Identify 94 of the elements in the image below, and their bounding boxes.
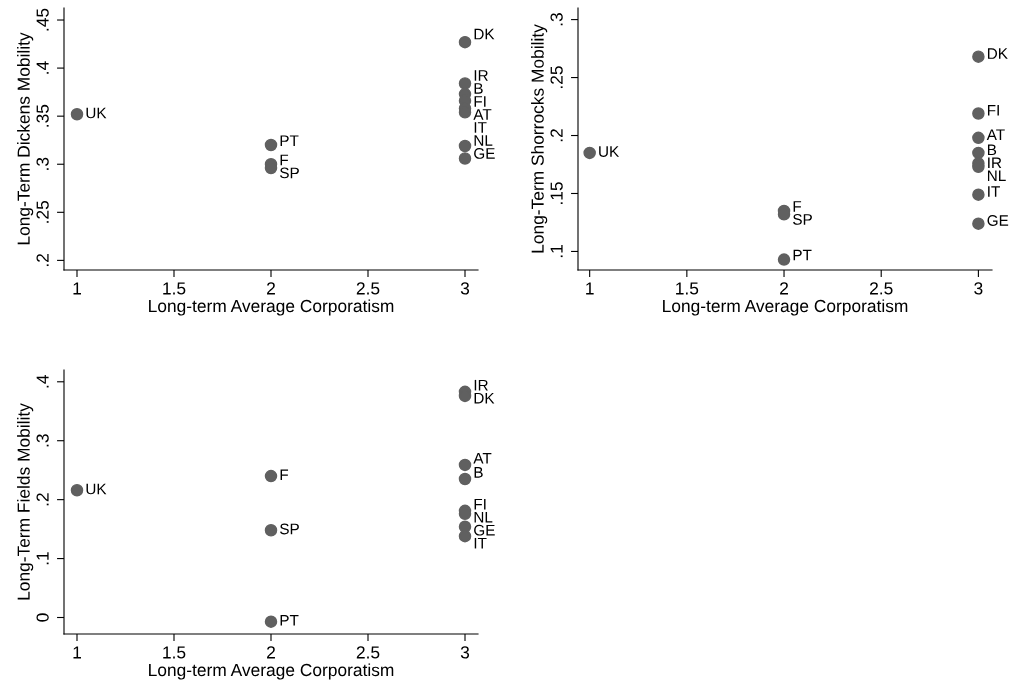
y-tick-label: 0 <box>36 613 49 622</box>
x-tick-label: 2 <box>780 282 788 295</box>
point <box>972 146 985 160</box>
annotation: PT <box>280 615 299 626</box>
x-tick-label: 1.5 <box>676 282 699 295</box>
y-axis-title: Long-Term Fields Mobility <box>17 403 34 600</box>
point <box>972 188 985 201</box>
point <box>458 152 472 165</box>
y-tick-label: .15 <box>550 182 563 204</box>
annotation: FI <box>474 498 486 510</box>
x-tick-label: 3 <box>974 282 983 295</box>
point <box>458 139 472 153</box>
y-tick-label: .25 <box>550 66 563 89</box>
annotation: DK <box>474 28 495 40</box>
x-tick-label: 1 <box>73 646 81 659</box>
annotation: B <box>474 83 483 94</box>
point <box>458 472 472 486</box>
x-tick-label: 1 <box>586 282 594 295</box>
y-axis-title: Long-Term Shorrocks Mobility <box>531 24 548 253</box>
annotation: GE <box>474 148 495 159</box>
annotation: NL <box>987 170 1006 182</box>
annotation: FI <box>474 96 486 107</box>
point <box>264 138 278 152</box>
annotation: AT <box>473 109 492 120</box>
y-tick-label: .3 <box>36 434 49 447</box>
point <box>972 217 985 230</box>
annotation: UK <box>86 483 107 495</box>
annotation: F <box>280 154 289 166</box>
annotation: PT <box>280 135 299 146</box>
annotation: DK <box>474 392 495 404</box>
y-tick-label: .2 <box>36 493 49 506</box>
y-tick-label: .3 <box>36 157 49 170</box>
y-tick-label: .35 <box>36 104 49 127</box>
x-axis-title: Long-term Average Corporatism <box>663 299 908 316</box>
point <box>458 77 472 90</box>
x-tick-label: 3 <box>460 282 470 295</box>
x-tick-label: 1.5 <box>163 282 186 295</box>
annotation: IR <box>474 379 488 391</box>
y-tick-label: .4 <box>36 375 49 388</box>
annotation: UK <box>599 146 620 158</box>
point <box>264 615 278 628</box>
annotation: F <box>793 201 802 212</box>
x-tick-label: 2.5 <box>870 282 893 295</box>
annotation: AT <box>473 452 492 464</box>
x-axis-title: Long-term Average Corporatism <box>149 663 394 680</box>
annotation: NL <box>474 135 493 146</box>
point <box>458 529 472 543</box>
x-tick-label: 1 <box>73 282 81 295</box>
point <box>458 458 472 472</box>
point <box>264 469 278 483</box>
annotation: FI <box>987 105 999 116</box>
y-tick-label: .25 <box>36 200 49 223</box>
annotation: IT <box>474 537 487 549</box>
point <box>972 131 985 145</box>
point <box>70 107 84 121</box>
annotation: SP <box>280 523 299 535</box>
annotation: GE <box>987 215 1009 226</box>
y-tick-label: .45 <box>36 8 49 31</box>
point <box>264 524 278 537</box>
annotation: F <box>280 469 289 481</box>
x-tick-label: 3 <box>460 646 470 659</box>
x-tick-label: 2.5 <box>356 282 380 295</box>
annotation: B <box>987 144 997 156</box>
annotation: PT <box>793 249 812 261</box>
x-tick-label: 1.5 <box>163 646 186 659</box>
point <box>70 483 84 497</box>
annotation: SP <box>793 213 812 225</box>
x-tick-label: 2 <box>267 646 275 659</box>
x-tick-label: 2 <box>267 282 275 295</box>
x-axis-title: Long-term Average Corporatism <box>149 299 394 316</box>
y-tick-label: .4 <box>36 61 49 74</box>
annotation: IT <box>474 122 487 133</box>
annotation: AT <box>986 129 1005 140</box>
y-axis-title: Long-Term Dickens Mobility <box>17 32 34 245</box>
y-tick-label: .2 <box>36 254 49 267</box>
annotation: GE <box>474 524 495 536</box>
point <box>972 107 985 120</box>
annotation: IR <box>474 70 488 81</box>
annotation: SP <box>280 167 299 179</box>
annotation: DK <box>987 48 1008 59</box>
annotation: B <box>474 467 483 478</box>
point <box>458 35 472 49</box>
y-tick-label: .2 <box>550 129 563 142</box>
annotation: IR <box>988 157 1002 169</box>
y-tick-label: .1 <box>36 552 49 565</box>
point <box>583 146 596 160</box>
annotation: UK <box>86 107 107 119</box>
y-tick-label: .1 <box>550 245 563 258</box>
annotation: NL <box>474 511 493 523</box>
x-tick-label: 2.5 <box>356 646 380 659</box>
y-tick-label: .3 <box>550 13 563 26</box>
point <box>777 253 791 266</box>
annotation: IT <box>988 186 1000 197</box>
point <box>972 50 985 63</box>
